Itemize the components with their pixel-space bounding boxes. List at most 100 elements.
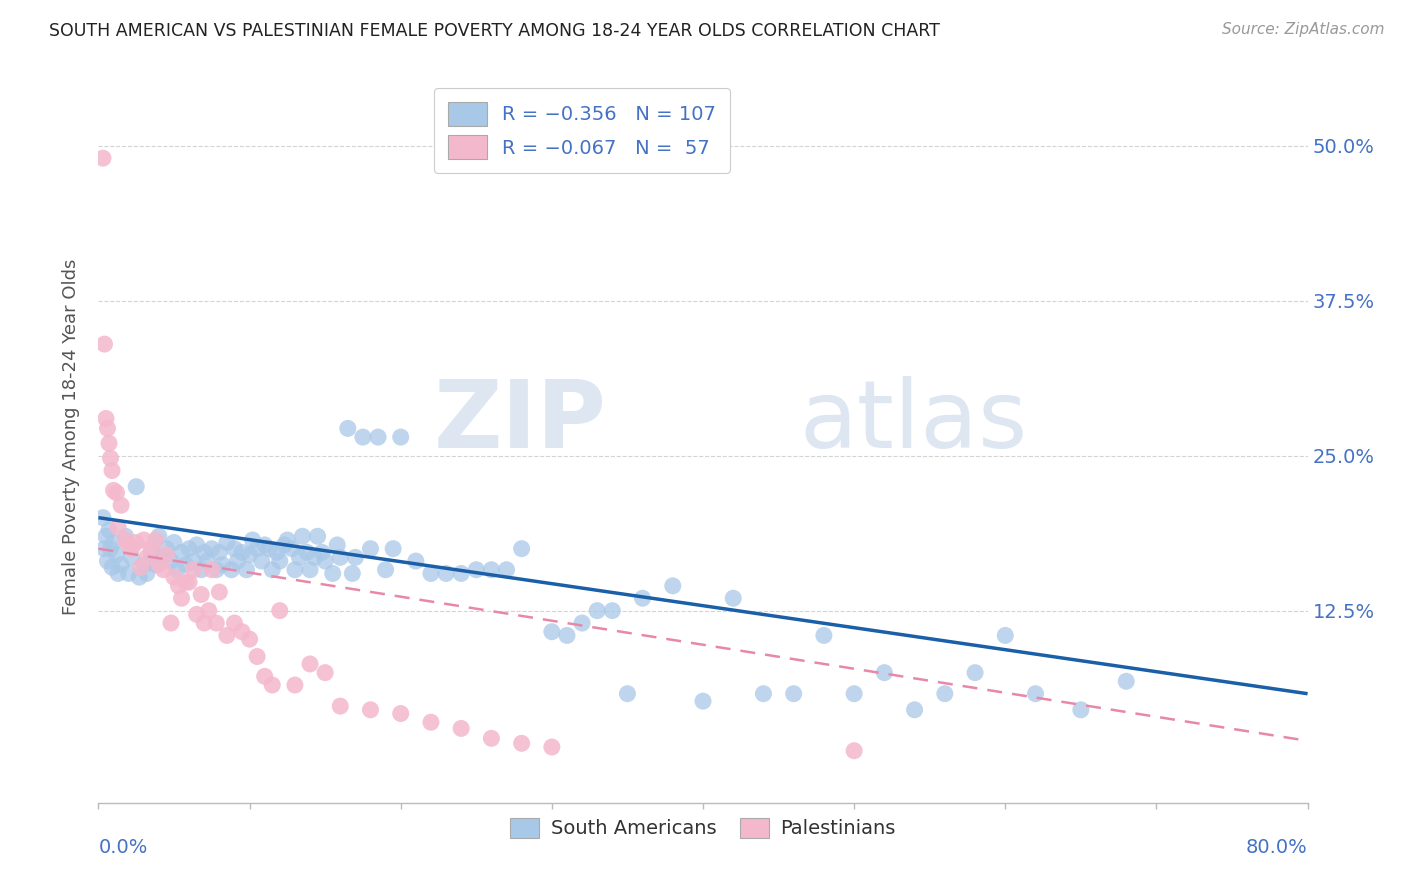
Point [299, 657, 322, 671]
Point [314, 665, 336, 680]
Point [360, 541, 382, 556]
Point [205, 563, 228, 577]
Point [389, 706, 412, 721]
Point [269, 554, 291, 568]
Point [250, 554, 273, 568]
Point [382, 541, 405, 556]
Point [186, 538, 208, 552]
Point [183, 563, 205, 577]
Point [179, 575, 201, 590]
Point [114, 533, 136, 547]
Point [616, 687, 638, 701]
Point [269, 604, 291, 618]
Point [257, 541, 280, 556]
Point [145, 533, 167, 547]
Point [93, 337, 115, 351]
Point [190, 563, 212, 577]
Point [121, 541, 143, 556]
Point [94, 411, 117, 425]
Point [304, 550, 326, 565]
Text: Source: ZipAtlas.com: Source: ZipAtlas.com [1222, 22, 1385, 37]
Point [281, 541, 304, 556]
Point [166, 563, 188, 577]
Point [481, 563, 503, 577]
Point [783, 687, 806, 701]
Point [107, 566, 129, 581]
Point [844, 744, 866, 758]
Point [221, 563, 243, 577]
Point [150, 550, 173, 565]
Point [266, 545, 288, 559]
Point [322, 566, 344, 581]
Point [571, 615, 593, 630]
Point [174, 575, 197, 590]
Point [904, 703, 927, 717]
Point [193, 615, 215, 630]
Point [160, 615, 183, 630]
Point [231, 545, 253, 559]
Point [239, 548, 262, 562]
Point [201, 563, 224, 577]
Point [100, 451, 122, 466]
Point [284, 563, 307, 577]
Point [262, 678, 284, 692]
Point [510, 541, 533, 556]
Point [242, 533, 264, 547]
Point [481, 731, 503, 746]
Point [170, 545, 193, 559]
Point [224, 541, 246, 556]
Point [121, 550, 143, 565]
Point [132, 533, 155, 547]
Point [336, 421, 359, 435]
Point [132, 558, 155, 572]
Point [148, 558, 170, 572]
Point [389, 430, 412, 444]
Point [107, 520, 129, 534]
Point [602, 604, 624, 618]
Point [329, 699, 352, 714]
Point [311, 545, 333, 559]
Point [994, 628, 1017, 642]
Point [170, 591, 193, 606]
Point [110, 558, 132, 572]
Point [231, 624, 253, 639]
Point [873, 665, 896, 680]
Point [141, 541, 163, 556]
Point [93, 541, 115, 556]
Point [215, 628, 238, 642]
Point [224, 615, 246, 630]
Point [91, 510, 114, 524]
Point [450, 722, 472, 736]
Point [96, 421, 118, 435]
Point [148, 529, 170, 543]
Point [155, 541, 177, 556]
Point [295, 545, 318, 559]
Point [155, 548, 177, 562]
Point [141, 545, 163, 559]
Point [752, 687, 775, 701]
Point [129, 560, 152, 574]
Point [152, 563, 174, 577]
Point [125, 535, 148, 549]
Point [288, 550, 311, 565]
Point [420, 715, 443, 730]
Point [329, 550, 352, 565]
Point [555, 628, 578, 642]
Point [100, 541, 122, 556]
Point [450, 566, 472, 581]
Point [201, 541, 224, 556]
Point [299, 563, 322, 577]
Point [105, 548, 128, 562]
Point [98, 523, 121, 537]
Point [98, 436, 121, 450]
Point [179, 541, 201, 556]
Point [135, 566, 157, 581]
Point [110, 498, 132, 512]
Point [101, 464, 124, 478]
Point [273, 538, 295, 552]
Point [723, 591, 745, 606]
Point [91, 151, 114, 165]
Point [118, 538, 141, 552]
Point [1024, 687, 1046, 701]
Point [208, 545, 231, 559]
